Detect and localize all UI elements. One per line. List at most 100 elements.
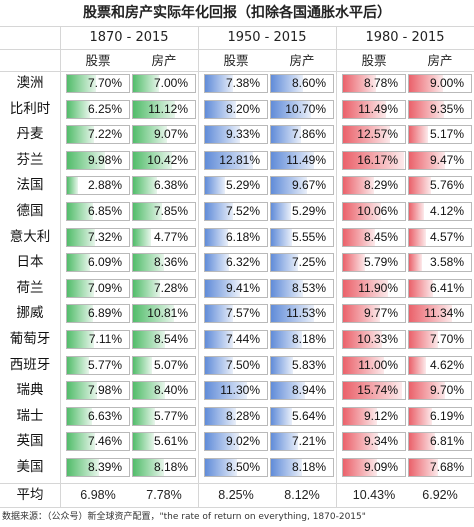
bar-stock-1950 xyxy=(205,408,237,425)
value-label-property-1980: 6.81% xyxy=(429,434,464,448)
cell-stock-1980 xyxy=(342,74,406,93)
cell-stock-1980 xyxy=(342,356,406,375)
bar-stock-1980 xyxy=(343,305,380,322)
bar-property-1950 xyxy=(271,75,304,92)
bar-property-1950 xyxy=(271,152,315,169)
bar-stock-1950 xyxy=(205,75,233,92)
value-label-property-1870: 8.18% xyxy=(153,460,188,474)
cell-property-1980 xyxy=(408,458,472,477)
cell-stock-1870 xyxy=(66,176,130,195)
cell-stock-1950 xyxy=(204,304,268,323)
country-label: 瑞士 xyxy=(16,408,44,424)
value-label-stock-1950: 8.50% xyxy=(225,460,260,474)
bar-stock-1950 xyxy=(205,254,229,271)
cell-stock-1980 xyxy=(342,432,406,451)
value-label-stock-1870: 6.25% xyxy=(87,102,122,116)
value-label-stock-1980: 15.74% xyxy=(357,383,398,397)
bar-stock-1870 xyxy=(67,203,93,220)
bar-stock-1980 xyxy=(343,126,391,143)
value-label-property-1950: 9.67% xyxy=(291,178,326,192)
cell-property-1950 xyxy=(270,304,334,323)
cell-property-1950 xyxy=(270,330,334,349)
cell-stock-1950 xyxy=(204,253,268,272)
bar-property-1870 xyxy=(133,357,153,374)
value-label-property-1870: 8.40% xyxy=(153,383,188,397)
cell-property-1950 xyxy=(270,407,334,426)
value-label-property-1870: 4.77% xyxy=(153,230,188,244)
value-label-property-1980: 4.57% xyxy=(429,230,464,244)
bar-property-1980 xyxy=(409,408,433,425)
cell-property-1980 xyxy=(408,432,472,451)
cell-stock-1870 xyxy=(66,253,130,272)
value-label-property-1980: 5.76% xyxy=(429,178,464,192)
cell-property-1980 xyxy=(408,407,472,426)
cell-stock-1980 xyxy=(342,381,406,400)
cell-stock-1950 xyxy=(204,407,268,426)
value-label-property-1870: 6.38% xyxy=(153,178,188,192)
bar-stock-1870 xyxy=(67,382,97,399)
cell-property-1870 xyxy=(132,151,196,170)
country-label: 葡萄牙 xyxy=(9,331,51,347)
bar-stock-1980 xyxy=(343,280,388,297)
value-label-stock-1980: 9.09% xyxy=(363,460,398,474)
cell-property-1870 xyxy=(132,176,196,195)
cell-stock-1980 xyxy=(342,100,406,119)
bar-stock-1980 xyxy=(343,229,375,246)
bar-stock-1950 xyxy=(205,331,233,348)
cell-property-1870 xyxy=(132,356,196,375)
value-label-property-1980: 7.70% xyxy=(429,332,464,346)
cell-stock-1870 xyxy=(66,100,130,119)
bar-property-1870 xyxy=(133,177,157,194)
bar-property-1980 xyxy=(409,305,452,322)
cell-property-1980 xyxy=(408,74,472,93)
rule-bottom xyxy=(0,507,474,508)
cell-property-1870 xyxy=(132,432,196,451)
bar-property-1950 xyxy=(271,331,302,348)
cell-stock-1870 xyxy=(66,381,130,400)
cell-stock-1870 xyxy=(66,279,130,298)
cell-property-1980 xyxy=(408,100,472,119)
value-label-property-1950: 8.60% xyxy=(291,76,326,90)
country-label: 挪威 xyxy=(16,305,44,321)
value-label-property-1950: 7.86% xyxy=(291,127,326,141)
bar-stock-1870 xyxy=(67,101,91,118)
bar-stock-1870 xyxy=(67,254,90,271)
bar-stock-1870 xyxy=(67,331,94,348)
bar-property-1870 xyxy=(133,280,161,297)
bar-stock-1950 xyxy=(205,177,225,194)
value-label-property-1980: 11.34% xyxy=(424,306,464,320)
value-label-property-1870: 7.28% xyxy=(153,281,188,295)
cell-stock-1870 xyxy=(66,304,130,323)
cell-stock-1950 xyxy=(204,151,268,170)
value-label-stock-1980: 12.57% xyxy=(357,127,398,141)
cell-property-1980 xyxy=(408,381,472,400)
value-label-stock-1950: 7.44% xyxy=(225,332,260,346)
cell-stock-1950 xyxy=(204,356,268,375)
bar-property-1980 xyxy=(409,75,443,92)
bar-property-1980 xyxy=(409,126,429,143)
value-label-stock-1950: 9.41% xyxy=(225,281,260,295)
col-header-stock-1950: 股票 xyxy=(223,53,249,68)
country-label: 西班牙 xyxy=(9,357,51,373)
cell-property-1950 xyxy=(270,228,334,247)
cell-property-1950 xyxy=(270,125,334,144)
cell-property-1870 xyxy=(132,253,196,272)
bar-stock-1870 xyxy=(67,177,78,194)
cell-stock-1980 xyxy=(342,253,406,272)
cell-property-1980 xyxy=(408,151,472,170)
rule-period xyxy=(0,49,474,50)
country-label: 意大利 xyxy=(9,229,51,245)
value-label-property-1870: 5.77% xyxy=(153,409,188,423)
cell-stock-1950 xyxy=(204,330,268,349)
cell-property-1980 xyxy=(408,304,472,323)
bar-property-1980 xyxy=(409,433,435,450)
value-label-stock-1870: 6.85% xyxy=(87,204,122,218)
bar-stock-1950 xyxy=(205,152,254,169)
rule-header xyxy=(0,71,474,72)
bar-stock-1980 xyxy=(343,433,379,450)
bar-stock-1950 xyxy=(205,280,241,297)
bar-stock-1980 xyxy=(343,75,376,92)
cell-property-1870 xyxy=(132,330,196,349)
value-label-property-1950: 5.83% xyxy=(291,358,326,372)
value-label-property-1980: 4.62% xyxy=(429,358,464,372)
